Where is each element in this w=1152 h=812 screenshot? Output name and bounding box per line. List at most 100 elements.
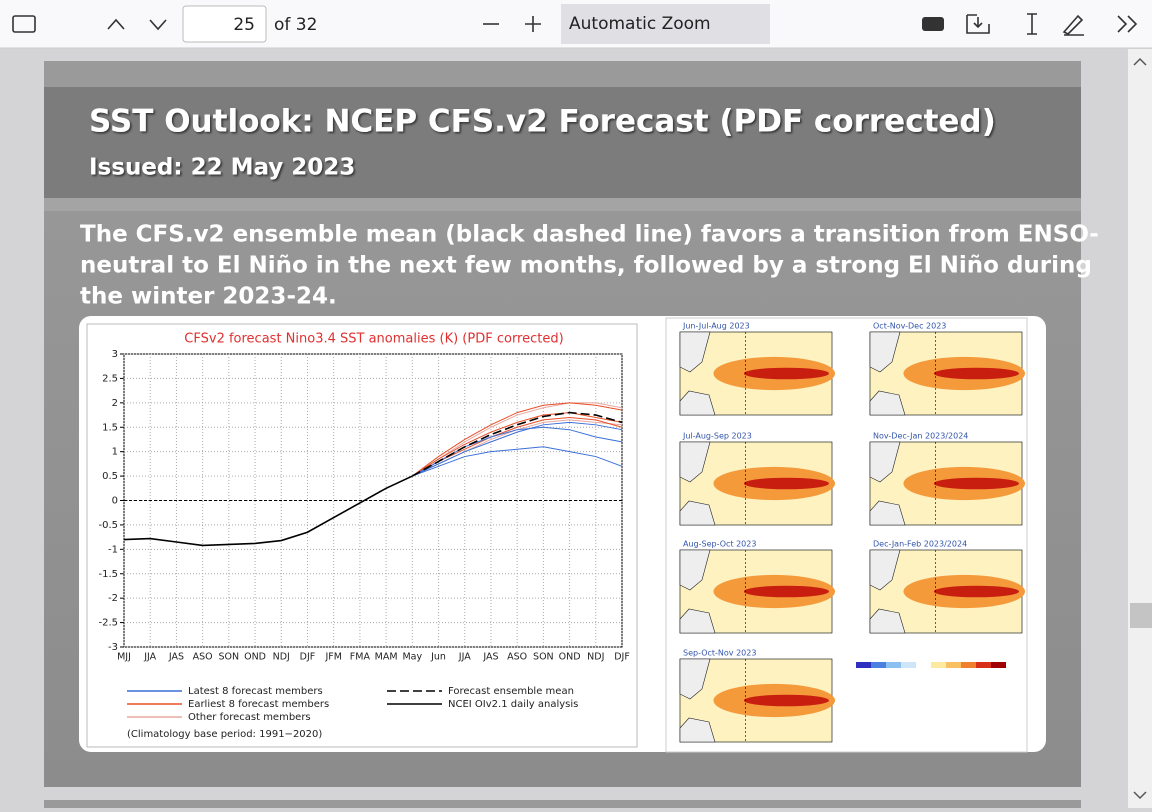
map-title: Oct-Nov-Dec 2023 [873,322,946,331]
x-tick-label: FMA [350,652,371,663]
y-tick-label: -2.5 [98,618,118,629]
x-tick-label: MAM [375,652,398,663]
x-tick-label: NDJ [587,652,604,663]
y-tick-label: 1 [112,447,118,458]
colorbar-cell [856,662,871,668]
prev-page[interactable] [107,18,125,30]
map-land [679,441,716,526]
map-land [679,549,716,634]
slide-title: SST Outlook: NCEP CFS.v2 Forecast (PDF c… [89,104,996,140]
legend-label: Forecast ensemble mean [448,686,574,697]
member-line [412,402,623,477]
x-tick-label: ASO [193,652,213,663]
map-hot [743,477,829,490]
map-land [869,441,906,526]
draw-tool[interactable] [1062,14,1084,36]
y-tick-label: 3 [112,349,118,360]
page-count: of 32 [274,15,317,35]
legend-label: Other forecast members [188,712,311,723]
member-line [412,446,623,477]
scroll-thumb[interactable] [1130,603,1152,628]
x-tick-label: JJA [458,652,471,663]
map-hot [933,585,1019,598]
colorbar-cell [946,662,961,668]
legend-label: Earliest 8 forecast members [188,699,329,710]
y-tick-label: -1 [108,544,118,555]
next-page-edge [44,800,1081,808]
map-hot [933,367,1019,380]
x-tick-label: Jun [430,652,446,663]
x-tick-label: OND [559,652,581,663]
chart-title: CFSv2 forecast Nino3.4 SST anomalies (K)… [184,332,563,347]
colorbar-cell [991,662,1006,668]
colorbar-cell [886,662,901,668]
scroll-arrows[interactable] [1133,57,1147,800]
map-land [679,658,716,743]
slide-text: neutral to El Niño in the next few month… [80,253,1092,279]
mean-line [411,411,623,477]
legend-label: Latest 8 forecast members [188,686,323,697]
x-tick-label: SON [219,652,240,663]
x-tick-label: JAS [168,652,184,663]
y-tick-label: 2.5 [102,373,118,384]
member-line [412,402,623,477]
y-tick-label: 0.5 [102,471,118,482]
slide-header [44,87,1081,198]
more-tools[interactable] [1117,15,1138,33]
next-page[interactable] [149,19,167,31]
map-title: Jun-Jul-Aug 2023 [682,322,750,331]
scrollbar[interactable] [1128,49,1152,808]
zoom-in[interactable] [525,16,541,32]
member-line [412,412,623,477]
map-title: Sep-Oct-Nov 2023 [683,649,756,658]
x-tick-label: SON [533,652,554,663]
map-title: Aug-Sep-Oct 2023 [683,540,756,549]
colorbar-cell [931,662,946,668]
y-tick-label: 2 [112,398,118,409]
x-tick-label: NDJ [273,652,290,663]
y-tick-label: -2 [108,593,118,604]
colorbar-cell [871,662,886,668]
x-tick-label: JJA [143,652,156,663]
page-number: 25 [233,15,255,35]
map-title: Nov-Dec-Jan 2023/2024 [873,432,968,441]
y-tick-label: 0 [112,496,118,507]
analysis-line [123,475,413,547]
map-hot [933,477,1019,490]
y-tick-label: 1.5 [102,422,118,433]
zoom-label: Automatic Zoom [569,14,711,34]
y-tick-label: -0.5 [98,520,118,531]
text-tool[interactable] [1027,13,1037,35]
page-input[interactable] [182,5,267,43]
x-tick-label: DJF [300,652,316,663]
map-title: Jul-Aug-Sep 2023 [682,432,752,441]
x-tick-label: OND [244,652,266,663]
map-land [869,331,906,416]
map-hot [743,367,829,380]
x-tick-label: DJF [614,652,630,663]
colorbar-cell [916,662,931,668]
map-land [679,331,716,416]
zoom-select[interactable] [561,4,770,44]
colorbar-cell [961,662,976,668]
sidebar-toggle[interactable] [12,15,36,33]
map-hot [743,585,829,598]
x-tick-label: JAS [482,652,498,663]
download[interactable] [966,14,990,34]
colorbar-cell [901,662,916,668]
y-tick-label: -1.5 [98,569,118,580]
map-land [869,549,906,634]
x-tick-label: May [402,652,422,663]
map-hot [743,694,829,707]
colorbar-cell [976,662,991,668]
print[interactable] [922,17,944,31]
slide-text: The CFS.v2 ensemble mean (black dashed l… [80,222,1099,248]
map-title: Dec-Jan-Feb 2023/2024 [873,540,967,549]
chart-note: (Climatology base period: 1991−2020) [127,729,322,740]
x-tick-label: JFM [324,652,341,663]
member-line [412,421,623,477]
header-rule [44,198,1081,211]
x-tick-label: MJJ [117,652,131,663]
legend-label: NCEI OIv2.1 daily analysis [448,699,578,710]
